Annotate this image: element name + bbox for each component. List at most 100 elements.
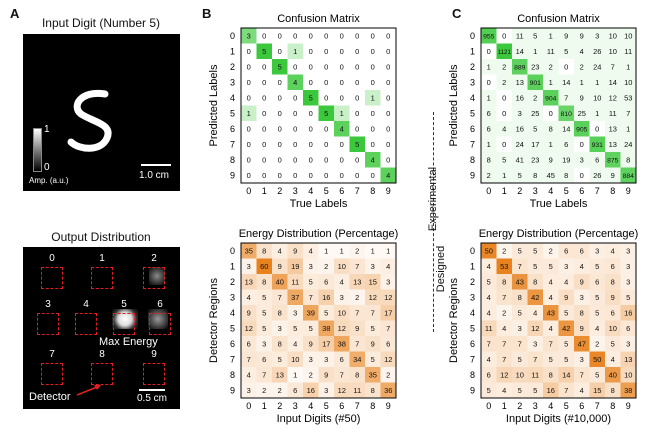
cell-value: 0: [262, 31, 266, 40]
heatmap-cell: [512, 367, 528, 383]
cell-value: 7: [386, 324, 390, 333]
cell-value: 7: [487, 339, 491, 348]
cell-value: 5: [595, 262, 599, 271]
cell-value: 38: [338, 339, 346, 348]
heatmap-cell: [527, 90, 544, 106]
cell-value: 5: [564, 308, 568, 317]
heatmap-cell: [287, 28, 304, 44]
cell-value: 0: [386, 62, 390, 71]
heatmap-cell: [512, 274, 528, 290]
cell-value: 23: [531, 62, 539, 71]
cell-value: 8: [262, 277, 266, 286]
x-tick-label: 6: [339, 186, 344, 196]
cell-value: 5: [564, 355, 568, 364]
cell-value: 1: [340, 246, 344, 255]
heatmap-cell: [574, 43, 590, 60]
heatmap-cell: [256, 167, 273, 184]
heatmap-cell: [512, 105, 528, 122]
y-tick-label: 4: [230, 308, 235, 318]
region-label-2: 2: [151, 253, 157, 264]
cell-value: 16: [624, 308, 632, 317]
confusion-matrix-experimental: Confusion Matrix 3 0 0 0 0 0 0 0 0 0 0 5 0 1 0 0 0 0 0 0 0 0 5 0…: [208, 13, 397, 210]
heatmap-cell: [380, 274, 397, 290]
y-tick-label: 4: [470, 93, 475, 103]
cell-value: 5: [371, 324, 375, 333]
cell-value: 5: [487, 277, 491, 286]
cell-value: 9: [549, 155, 553, 164]
heatmap-cell: [496, 258, 513, 275]
cell-value: 24: [516, 140, 524, 149]
heatmap-cell: [620, 258, 637, 275]
x-tick-label: 1: [262, 186, 267, 196]
heatmap-cell: [527, 382, 544, 399]
heatmap-cell: [287, 367, 304, 383]
cell-value: 0: [324, 155, 328, 164]
heatmap-cell: [303, 382, 319, 399]
cell-value: 0: [309, 62, 313, 71]
cell-value: 5: [293, 324, 297, 333]
cell-value: 2: [580, 62, 584, 71]
cell-value: 9: [564, 31, 568, 40]
cell-value: 14: [609, 78, 617, 87]
cell-value: 14: [562, 124, 570, 133]
cell-value: 1: [371, 246, 375, 255]
heatmap-cell: [303, 336, 319, 352]
heatmap-cell: [334, 382, 350, 399]
cell-value: 9: [580, 31, 584, 40]
heatmap-cell: [574, 152, 590, 168]
cell-value: 5: [626, 293, 630, 302]
heatmap-cell: [558, 289, 575, 306]
cell-value: 4: [549, 277, 553, 286]
cell-value: 2: [278, 386, 282, 395]
x-tick-label: 0: [486, 186, 491, 196]
heatmap-cell: [543, 289, 559, 306]
cell-value: 6: [564, 246, 568, 255]
heatmap-cell: [481, 136, 497, 153]
heatmap-cell: [380, 167, 397, 184]
heatmap-cell: [527, 320, 544, 337]
cell-value: 8: [549, 370, 553, 379]
cell-value: 0: [262, 171, 266, 180]
cell-value: 6: [595, 155, 599, 164]
cell-value: 5: [262, 308, 266, 317]
heatmap-cell: [605, 258, 621, 275]
cell-value: 8: [611, 277, 615, 286]
heatmap-cell: [303, 43, 319, 60]
chart-title: Energy Distribution (Percentage): [479, 228, 639, 240]
y-tick-label: 8: [470, 370, 475, 380]
heatmap-cell: [481, 258, 497, 275]
heatmap-cell: [256, 367, 273, 383]
x-tick-label: 9: [386, 401, 391, 411]
heatmap-cell: [558, 43, 575, 60]
cell-value: 0: [549, 109, 553, 118]
cell-value: 12: [384, 355, 392, 364]
cell-value: 1: [371, 93, 375, 102]
heatmap-cell: [318, 258, 335, 275]
heatmap-cell: [481, 336, 497, 352]
cell-value: 0: [340, 62, 344, 71]
cell-value: 3: [293, 308, 297, 317]
heatmap-cell: [272, 336, 288, 352]
y-tick-label: 1: [230, 46, 235, 56]
heatmap-cell: [512, 243, 528, 259]
y-tick-label: 3: [230, 77, 235, 87]
x-tick-label: 1: [502, 401, 507, 411]
cell-value: 955: [483, 33, 495, 40]
heatmap-cell: [380, 243, 397, 259]
cell-value: 5: [611, 339, 615, 348]
cell-value: 0: [262, 140, 266, 149]
cell-value: 1: [549, 31, 553, 40]
section-divider: [433, 112, 434, 332]
region-label-9: 9: [151, 349, 157, 360]
cell-value: 11: [609, 109, 617, 118]
cell-value: 3: [309, 262, 313, 271]
cell-value: 12: [500, 370, 508, 379]
cell-value: 0: [355, 31, 359, 40]
x-tick-label: 7: [595, 186, 600, 196]
heatmap-cell: [605, 289, 621, 306]
heatmap-cell: [512, 152, 528, 168]
cell-value: 0: [293, 93, 297, 102]
cell-value: 0: [293, 140, 297, 149]
cell-value: 8: [564, 171, 568, 180]
